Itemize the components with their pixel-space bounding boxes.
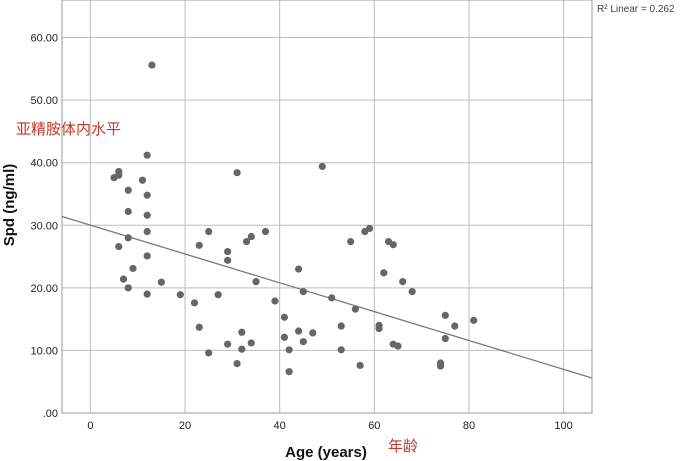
data-point xyxy=(247,339,255,347)
y-tick-label: 30.00 xyxy=(30,220,58,232)
x-tick-label: 60 xyxy=(368,420,380,432)
data-point xyxy=(143,252,151,260)
plot-frame xyxy=(61,0,593,414)
data-point xyxy=(233,169,241,177)
x-tick-label: 40 xyxy=(274,420,286,432)
data-point xyxy=(328,294,336,302)
r-squared-legend: R² Linear = 0.262 xyxy=(597,4,675,15)
y-tick-label: 20.00 xyxy=(30,283,58,295)
data-point xyxy=(224,247,232,256)
y-tick-label: 10.00 xyxy=(30,345,58,357)
data-point xyxy=(224,256,232,264)
y-tick-label: 60.00 xyxy=(30,33,58,45)
data-point xyxy=(115,167,123,176)
data-point xyxy=(143,227,151,236)
data-point xyxy=(129,264,137,273)
data-point xyxy=(143,151,151,159)
data-point xyxy=(337,322,345,330)
data-point xyxy=(247,232,255,241)
data-point xyxy=(205,349,213,357)
y-tick-label: .00 xyxy=(43,408,58,420)
data-point xyxy=(295,327,303,335)
data-point xyxy=(436,362,445,370)
data-point xyxy=(143,290,151,298)
data-point xyxy=(394,342,402,350)
data-point xyxy=(375,324,383,333)
data-point xyxy=(157,278,165,286)
data-point xyxy=(337,346,345,354)
data-point xyxy=(143,191,151,199)
data-point xyxy=(124,284,132,292)
data-point xyxy=(242,237,251,246)
data-point xyxy=(176,291,184,299)
data-point xyxy=(441,334,449,343)
data-point xyxy=(399,277,407,286)
data-point xyxy=(285,368,293,376)
data-point xyxy=(195,323,203,331)
data-point xyxy=(295,265,303,273)
y-axis-chinese-annotation: 亚精胺体内水平 xyxy=(16,121,121,138)
y-tick-label: 50.00 xyxy=(30,95,58,107)
data-point xyxy=(195,241,203,249)
data-point xyxy=(124,186,132,194)
x-tick-label: 80 xyxy=(463,420,475,432)
data-point xyxy=(124,207,132,216)
data-point xyxy=(224,340,232,348)
data-point xyxy=(115,242,123,251)
data-point xyxy=(214,291,222,299)
data-point xyxy=(148,61,156,69)
data-point xyxy=(190,299,199,307)
linear-fit-line xyxy=(61,215,593,379)
data-point xyxy=(124,234,132,242)
data-point xyxy=(451,322,459,330)
data-point xyxy=(347,237,355,246)
data-point xyxy=(119,275,128,283)
data-point xyxy=(238,328,246,336)
data-point xyxy=(299,338,307,346)
x-axis-title: Age (years) xyxy=(285,444,367,461)
data-point xyxy=(285,346,293,354)
data-point xyxy=(143,211,151,219)
data-point xyxy=(408,288,416,296)
data-point xyxy=(365,224,374,233)
data-points xyxy=(110,61,478,376)
data-point xyxy=(280,313,289,321)
data-point xyxy=(138,176,147,184)
x-axis-ticks: 0 20 40 60 80 100 xyxy=(87,420,572,432)
x-tick-label: 100 xyxy=(554,420,572,432)
data-point xyxy=(261,227,270,236)
data-point xyxy=(351,305,359,313)
data-point xyxy=(356,361,364,370)
x-tick-label: 20 xyxy=(179,420,191,432)
x-axis-chinese-annotation: 年龄 xyxy=(388,438,418,455)
data-point xyxy=(280,333,289,341)
data-point xyxy=(309,329,317,337)
data-point xyxy=(389,241,397,249)
data-point xyxy=(318,162,326,171)
data-point xyxy=(470,316,478,324)
data-point xyxy=(380,269,388,277)
x-tick-label: 0 xyxy=(87,420,93,432)
y-tick-label: 40.00 xyxy=(30,158,58,170)
data-point xyxy=(441,311,449,319)
data-point xyxy=(252,277,260,286)
data-point xyxy=(205,227,213,236)
y-axis-title: Spd (ng/ml) xyxy=(1,164,18,247)
data-point xyxy=(271,297,279,305)
grid xyxy=(62,0,592,413)
data-point xyxy=(238,345,246,353)
data-point xyxy=(233,359,241,368)
y-axis-ticks: .00 10.00 20.00 30.00 40.00 50.00 60.00 xyxy=(30,33,58,420)
data-point xyxy=(299,288,307,296)
